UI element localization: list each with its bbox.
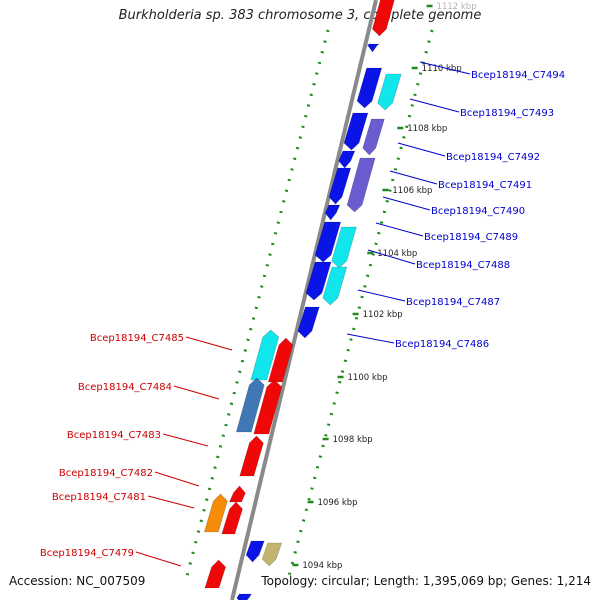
gene-block bbox=[236, 593, 252, 600]
fwd-gene-label[interactable]: Bcep18194_C7492 bbox=[446, 152, 540, 163]
gene-block bbox=[297, 306, 320, 339]
fwd-leader-line bbox=[409, 98, 460, 113]
gene-block bbox=[221, 501, 243, 535]
gene-block bbox=[305, 261, 332, 301]
fwd-leader-line bbox=[397, 142, 446, 157]
forward-label-lines bbox=[346, 61, 471, 344]
axis-tick-label: 1098 kbp bbox=[333, 435, 373, 445]
axis-tick-label: 1108 kbp bbox=[407, 124, 447, 134]
gene-block bbox=[229, 485, 246, 503]
dotted-track-left bbox=[184, 29, 330, 581]
gene-block bbox=[377, 73, 402, 111]
genome-summary: Topology: circular; Length: 1,395,069 bp… bbox=[261, 574, 591, 588]
gene-block bbox=[245, 540, 265, 563]
fwd-leader-line bbox=[346, 333, 395, 344]
fwd-leader-line bbox=[419, 61, 471, 75]
fwd-gene-label[interactable]: Bcep18194_C7487 bbox=[406, 297, 500, 308]
axis-tick-label: 1096 kbp bbox=[318, 498, 358, 508]
gene-block bbox=[239, 435, 264, 477]
rev-gene-label[interactable]: Bcep18194_C7484 bbox=[78, 382, 172, 393]
axis-ticks: 1112 kbp 1110 kbp 1108 kbp 1106 kbp 1104 kbp… bbox=[292, 2, 477, 571]
axis-tick-label: 1094 kbp bbox=[302, 561, 342, 571]
gene-block bbox=[372, 0, 395, 37]
gene-block bbox=[204, 559, 226, 589]
gene-block bbox=[235, 377, 265, 433]
gene-block bbox=[343, 112, 369, 151]
gene-block bbox=[328, 167, 352, 205]
gene-block bbox=[362, 118, 385, 156]
rev-leader-line bbox=[154, 471, 200, 487]
reverse-strand-genes bbox=[203, 329, 294, 589]
axis-tick-label: 1100 kbp bbox=[348, 373, 388, 383]
rev-leader-line bbox=[185, 336, 233, 351]
rev-gene-label[interactable]: Bcep18194_C7479 bbox=[40, 548, 134, 559]
gene-block bbox=[367, 43, 380, 53]
rev-leader-line bbox=[135, 551, 182, 567]
gene-block bbox=[261, 542, 283, 567]
fwd-gene-label[interactable]: Bcep18194_C7493 bbox=[460, 108, 554, 119]
fwd-gene-label[interactable]: Bcep18194_C7488 bbox=[416, 260, 510, 271]
rev-leader-line bbox=[162, 433, 209, 447]
fwd-gene-label[interactable]: Bcep18194_C7490 bbox=[431, 206, 525, 217]
rev-leader-line bbox=[173, 385, 220, 400]
genome-backbone bbox=[230, 0, 378, 600]
axis-tick-label: 1110 kbp bbox=[422, 64, 462, 74]
fwd-leader-line bbox=[375, 222, 424, 237]
gene-block bbox=[253, 379, 283, 435]
gene-block bbox=[331, 226, 357, 269]
fwd-leader-line bbox=[382, 196, 431, 211]
axis-tick-label: 1102 kbp bbox=[363, 310, 403, 320]
gene-block bbox=[324, 204, 341, 221]
rev-gene-label[interactable]: Bcep18194_C7483 bbox=[67, 430, 161, 441]
rev-leader-line bbox=[147, 495, 195, 509]
fwd-gene-label[interactable]: Bcep18194_C7491 bbox=[438, 180, 532, 191]
gene-block bbox=[203, 493, 228, 533]
forward-strand-genes bbox=[236, 0, 402, 600]
axis-tick-label: 1112 kbp bbox=[437, 2, 477, 12]
axis-tick-label: 1106 kbp bbox=[392, 186, 432, 196]
gene-block bbox=[338, 150, 356, 169]
axis-tick-label: 1104 kbp bbox=[377, 249, 417, 259]
reverse-label-lines bbox=[135, 336, 233, 567]
fwd-leader-line bbox=[357, 289, 406, 302]
fwd-leader-line bbox=[389, 170, 438, 185]
gene-block bbox=[322, 266, 348, 306]
gene-block bbox=[356, 67, 383, 109]
fwd-gene-label[interactable]: Bcep18194_C7494 bbox=[471, 70, 565, 81]
dotted-track-right bbox=[286, 29, 434, 581]
gene-block bbox=[346, 157, 376, 213]
rev-gene-label[interactable]: Bcep18194_C7485 bbox=[90, 333, 184, 344]
fwd-gene-label[interactable]: Bcep18194_C7489 bbox=[424, 232, 518, 243]
gene-block bbox=[314, 221, 342, 263]
accession-text: Accession: NC_007509 bbox=[9, 574, 146, 588]
rev-gene-label[interactable]: Bcep18194_C7482 bbox=[59, 468, 153, 479]
rev-gene-label[interactable]: Bcep18194_C7481 bbox=[52, 492, 146, 503]
fwd-leader-line bbox=[367, 249, 416, 265]
fwd-gene-label[interactable]: Bcep18194_C7486 bbox=[395, 339, 489, 350]
